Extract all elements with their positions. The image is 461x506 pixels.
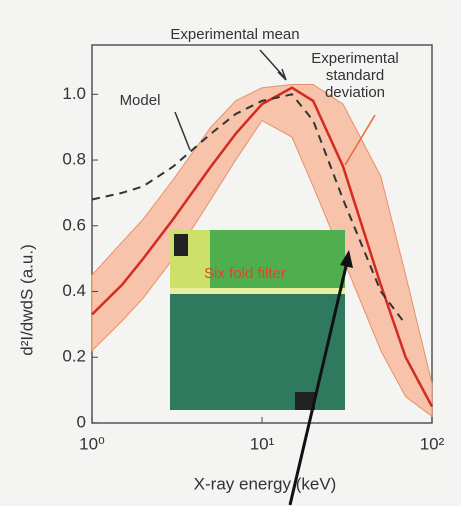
annotation: Experimental mean xyxy=(155,26,315,43)
x-tick-label: 10² xyxy=(420,434,445,453)
y-tick-label: 0.4 xyxy=(62,281,86,300)
y-tick-label: 0.6 xyxy=(62,215,86,234)
inset-label: Six fold filter xyxy=(204,265,286,282)
y-tick-label: 0 xyxy=(77,412,86,431)
annotation: Experimental standard deviation xyxy=(300,50,410,101)
y-axis-label: d²I/dwdS (a.u.) xyxy=(17,244,36,356)
x-tick-label: 10¹ xyxy=(250,434,275,453)
annotation: Model xyxy=(110,92,170,109)
y-tick-label: 1.0 xyxy=(62,84,86,103)
y-tick-label: 0.8 xyxy=(62,150,86,169)
y-tick-label: 0.2 xyxy=(62,347,86,366)
x-axis-label: X-ray energy (keV) xyxy=(194,474,337,493)
x-tick-label: 10⁰ xyxy=(79,434,105,453)
page: Six fold filter X-ray energy (keV) d²I/d… xyxy=(0,0,461,506)
